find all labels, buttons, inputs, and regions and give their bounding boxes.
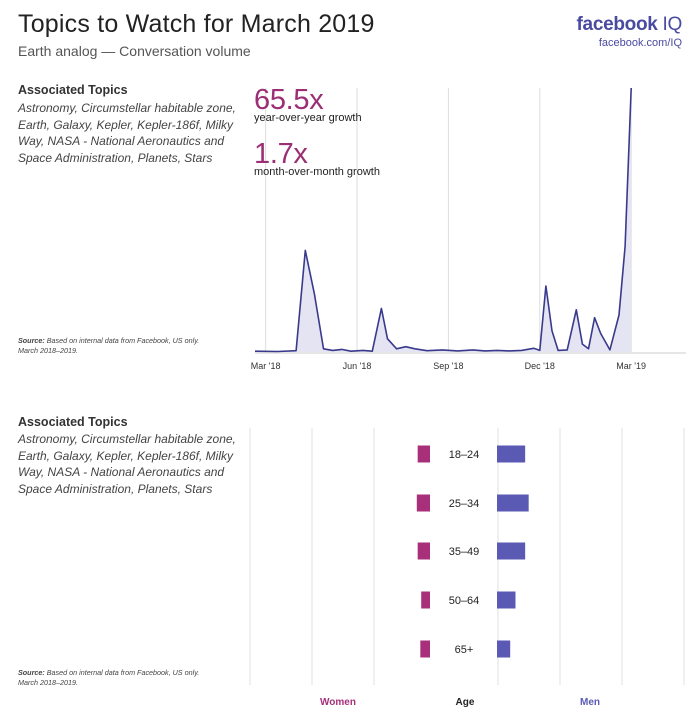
women-bar [417,445,430,463]
bar-chart-grid [249,428,685,685]
source-text: Based on internal data from Facebook, US… [46,336,200,345]
source-label-bottom: Source: [18,668,45,677]
age-column-bg [432,428,496,685]
legend-age: Age [456,697,475,708]
x-tick-label: Mar '18 [251,361,281,371]
brand-block: facebook IQ facebook.com/IQ [576,14,683,49]
source-note-bottom: Source: Based on internal data from Face… [18,668,228,688]
topics-heading-top: Associated Topics [18,83,128,97]
conversation-volume-area [255,88,632,352]
yoy-growth-label: year-over-year growth [254,112,362,124]
women-bar [416,494,430,512]
brand-suffix: IQ [662,14,683,35]
mom-growth-value: 1.7x [254,138,308,170]
facebook-iq-logo: facebook IQ [576,14,683,36]
age-category-label: 65+ [455,644,474,656]
topics-heading-bottom: Associated Topics [18,415,128,429]
source-period-bottom: March 2018–2019. [18,678,78,687]
age-category-label: 50–64 [449,595,480,607]
age-gender-bar-chart: 18–24 25–34 35–49 50–64 65+ Women Age Men [249,428,685,708]
men-bar [497,445,526,463]
conversation-volume-line [254,87,632,353]
page-subtitle: Earth analog — Conversation volume [18,43,251,59]
legend-men: Men [580,697,600,708]
yoy-growth-value: 65.5x [254,84,324,116]
topics-body-top: Astronomy, Circumstellar habitable zone,… [18,101,236,165]
page-title: Topics to Watch for March 2019 [18,10,375,38]
x-tick-label: Jun '18 [343,361,372,371]
age-category-label: 18–24 [449,449,480,461]
men-bar [497,591,516,609]
source-label: Source: [18,336,45,345]
x-tick-label: Dec '18 [525,361,555,371]
women-bar [421,591,430,609]
line-chart: Mar '18 Jun '18 Sep '18 Dec '18 Mar '19 [251,87,686,371]
age-category-label: 35–49 [449,546,480,558]
women-bar [420,640,430,658]
source-note-top: Source: Based on internal data from Face… [18,336,228,356]
topics-body-bottom: Astronomy, Circumstellar habitable zone,… [18,432,236,496]
legend-women: Women [320,697,356,708]
source-text-bottom: Based on internal data from Facebook, US… [46,668,200,677]
mom-growth-label: month-over-month growth [254,166,380,178]
women-bar [417,542,430,560]
x-tick-label: Sep '18 [433,361,463,371]
men-bar [497,542,526,560]
x-tick-label: Mar '19 [616,361,646,371]
brand-url: facebook.com/IQ [598,37,682,49]
brand-name: facebook [576,14,658,35]
source-period: March 2018–2019. [18,346,78,355]
men-bar [497,640,511,658]
x-axis-ticks: Mar '18 Jun '18 Sep '18 Dec '18 Mar '19 [251,361,646,371]
bar-chart-marks: 18–24 25–34 35–49 50–64 65+ [416,445,529,658]
men-bar [497,494,529,512]
age-category-label: 25–34 [449,498,480,510]
